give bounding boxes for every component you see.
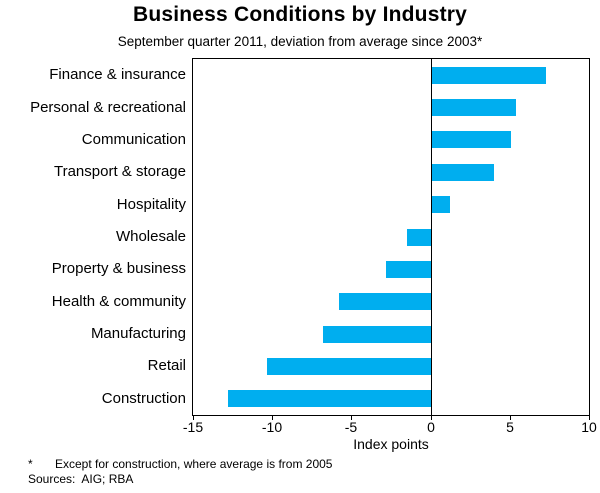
- x-tick-mark: [351, 416, 352, 420]
- bar: [267, 357, 431, 375]
- category-label: Communication: [81, 130, 186, 148]
- chart-subtitle: September quarter 2011, deviation from a…: [117, 34, 483, 49]
- bar: [338, 293, 431, 311]
- category-label-column: Finance & insurance Personal & recreation…: [0, 59, 186, 415]
- bar: [430, 99, 517, 117]
- x-tick-mark: [272, 416, 273, 420]
- category-label: Manufacturing: [90, 325, 186, 343]
- category-label: Finance & insurance: [49, 66, 186, 84]
- footnote-asterisk: * Except for construction, where average …: [28, 457, 332, 471]
- bar: [430, 196, 450, 214]
- x-tick-label: 5: [506, 419, 514, 435]
- chart-title: Business Conditions by Industry: [132, 3, 468, 26]
- category-label: Hospitality: [116, 195, 186, 213]
- zero-line: [431, 59, 432, 415]
- category-label: Property & business: [51, 260, 186, 278]
- x-tick-mark: [431, 416, 432, 420]
- footnote-sources: Sources: AIG; RBA: [28, 472, 134, 486]
- category-label: Retail: [147, 357, 186, 375]
- x-tick-label: -15: [182, 419, 204, 435]
- category-label: Health & community: [51, 292, 186, 310]
- bar: [430, 163, 494, 181]
- bar: [406, 228, 431, 246]
- x-tick-label: -10: [261, 419, 283, 435]
- footnote-text: Except for construction, where average i…: [55, 457, 333, 471]
- bar: [430, 131, 512, 149]
- x-tick-mark: [510, 416, 511, 420]
- plot-area: [192, 58, 590, 416]
- x-tick-mark: [193, 416, 194, 420]
- bar: [430, 66, 547, 84]
- x-tick-label: 10: [581, 419, 597, 435]
- category-label: Personal & recreational: [30, 98, 186, 116]
- category-label: Transport & storage: [53, 163, 186, 181]
- x-tick-label: 0: [427, 419, 435, 435]
- category-label: Construction: [101, 389, 186, 407]
- x-axis-label: Index points: [353, 436, 429, 452]
- x-tick-label: -5: [344, 419, 358, 435]
- bar: [322, 325, 431, 343]
- category-label: Wholesale: [115, 228, 186, 245]
- bar: [386, 260, 431, 278]
- x-tick-mark: [589, 416, 590, 420]
- bar: [227, 390, 431, 408]
- footnote-marker: *: [28, 457, 33, 471]
